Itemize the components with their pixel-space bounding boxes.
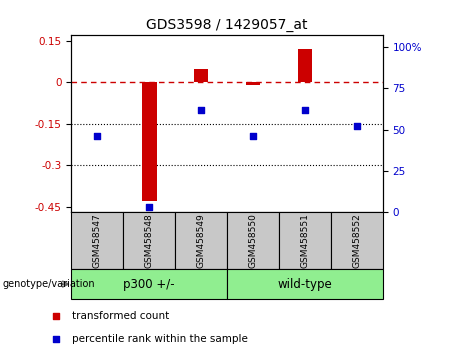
Point [197, 107, 205, 113]
Text: GSM458549: GSM458549 [196, 213, 206, 268]
Text: GSM458548: GSM458548 [145, 213, 154, 268]
Text: GSM458547: GSM458547 [93, 213, 102, 268]
Text: p300 +/-: p300 +/- [124, 278, 175, 291]
Text: transformed count: transformed count [72, 311, 170, 321]
Point [146, 205, 153, 210]
Text: GSM458550: GSM458550 [248, 213, 258, 268]
Text: GSM458552: GSM458552 [352, 213, 361, 268]
Bar [246, 82, 260, 85]
Bar [194, 69, 208, 82]
Point [301, 107, 308, 113]
Bar [227, 269, 383, 299]
Point [296, 253, 303, 259]
Bar [298, 49, 312, 82]
Bar [71, 269, 227, 299]
Bar [279, 212, 331, 269]
Point [94, 133, 101, 139]
Point [353, 124, 361, 129]
Bar [124, 212, 175, 269]
Bar [142, 82, 157, 201]
Title: GDS3598 / 1429057_at: GDS3598 / 1429057_at [146, 18, 308, 32]
Text: GSM458551: GSM458551 [300, 213, 309, 268]
Bar [71, 212, 124, 269]
Bar [175, 212, 227, 269]
Text: genotype/variation: genotype/variation [2, 279, 95, 289]
Bar [227, 212, 279, 269]
Bar [331, 212, 383, 269]
Point [296, 45, 303, 51]
Point [249, 133, 257, 139]
Text: wild-type: wild-type [278, 278, 332, 291]
Text: percentile rank within the sample: percentile rank within the sample [72, 334, 248, 344]
